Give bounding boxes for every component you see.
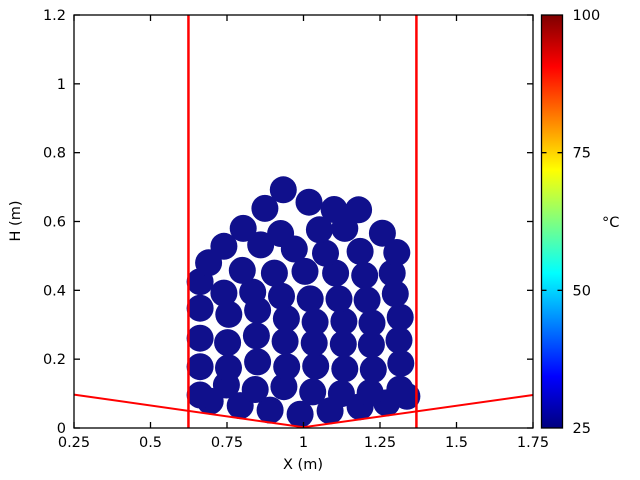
y-tick-label: 1: [57, 77, 66, 93]
particle: [301, 308, 329, 336]
particle: [351, 262, 379, 289]
y-tick-label: 0: [57, 421, 66, 437]
particle: [302, 352, 330, 380]
particle: [256, 396, 284, 424]
colorbar-tick-label: 100: [573, 8, 601, 24]
particle: [269, 176, 297, 204]
particle: [300, 329, 328, 357]
colorbar-unit-label: °C: [602, 215, 619, 231]
particle: [359, 356, 387, 383]
particle: [244, 348, 272, 376]
particle: [353, 286, 381, 314]
particle: [186, 294, 214, 322]
y-tick-label: 0.2: [43, 352, 66, 368]
particle: [312, 239, 339, 267]
particle: [356, 379, 384, 407]
particle: [381, 280, 409, 308]
particle: [357, 331, 385, 359]
particle: [345, 196, 373, 224]
x-tick-label: 0.5: [139, 435, 162, 451]
particle: [358, 309, 386, 337]
particle: [330, 307, 358, 335]
particle: [295, 188, 323, 216]
x-tick-label: 1.75: [517, 435, 549, 451]
particle: [383, 239, 411, 266]
y-tick-label: 0.8: [43, 146, 66, 162]
particle: [378, 259, 406, 287]
x-tick-label: 1: [299, 435, 308, 451]
particle: [331, 355, 359, 383]
particle: [247, 231, 275, 259]
particle: [327, 380, 355, 408]
particle: [214, 329, 242, 357]
particle: [329, 330, 357, 358]
particle: [186, 353, 214, 381]
particle: [387, 349, 415, 377]
particle: [186, 381, 214, 409]
particle: [296, 285, 324, 313]
particle: [386, 303, 414, 331]
x-tick-label: 1.5: [445, 435, 468, 451]
y-tick-label: 0.6: [43, 215, 66, 231]
y-tick-label: 1.2: [43, 8, 66, 24]
particle: [320, 196, 348, 223]
colorbar-tick-label: 50: [573, 283, 591, 299]
y-tick-label: 0.4: [43, 283, 66, 299]
particle: [251, 194, 279, 222]
particle: [267, 220, 295, 247]
particle: [286, 400, 314, 428]
particle: [228, 256, 256, 284]
particle: [186, 324, 214, 352]
particle: [271, 327, 299, 355]
particle: [215, 354, 242, 382]
y-axis-title: H (m): [8, 201, 24, 242]
particle: [272, 305, 300, 333]
axes-frame-layer: 0.25 0.5 0.75 1 1.25 1.5 1.75 0 0.2 0.4 0.6 0.8 1 1.2: [43, 8, 549, 451]
particle: [299, 378, 327, 406]
particle: [273, 353, 301, 381]
particle: [346, 237, 374, 265]
colorbar-layer: 25 50 75 100: [540, 8, 601, 437]
particle: [325, 285, 353, 313]
particle: [242, 322, 270, 350]
particle: [239, 278, 267, 306]
particle: [270, 373, 298, 401]
particle-layer: [186, 176, 421, 428]
particle: [385, 326, 413, 354]
particle: [322, 259, 350, 287]
colorbar-gradient: [540, 14, 564, 429]
particle: [215, 300, 243, 328]
x-axis-title: X (m): [283, 457, 323, 473]
colorbar-tick-label: 25: [573, 421, 591, 437]
particle: [210, 232, 238, 260]
particle: [260, 259, 288, 287]
particle: [229, 214, 257, 242]
x-tick-label: 0.25: [58, 435, 90, 451]
x-tick-label: 1.25: [364, 435, 396, 451]
particle: [305, 216, 333, 244]
particle: [368, 219, 396, 247]
particle: [291, 257, 319, 285]
particle: [241, 376, 269, 403]
particle: [268, 282, 295, 310]
particle: [210, 279, 238, 307]
x-tick-label: 0.75: [211, 435, 243, 451]
particle: [386, 375, 414, 403]
colorbar-tick-label: 75: [573, 146, 591, 162]
